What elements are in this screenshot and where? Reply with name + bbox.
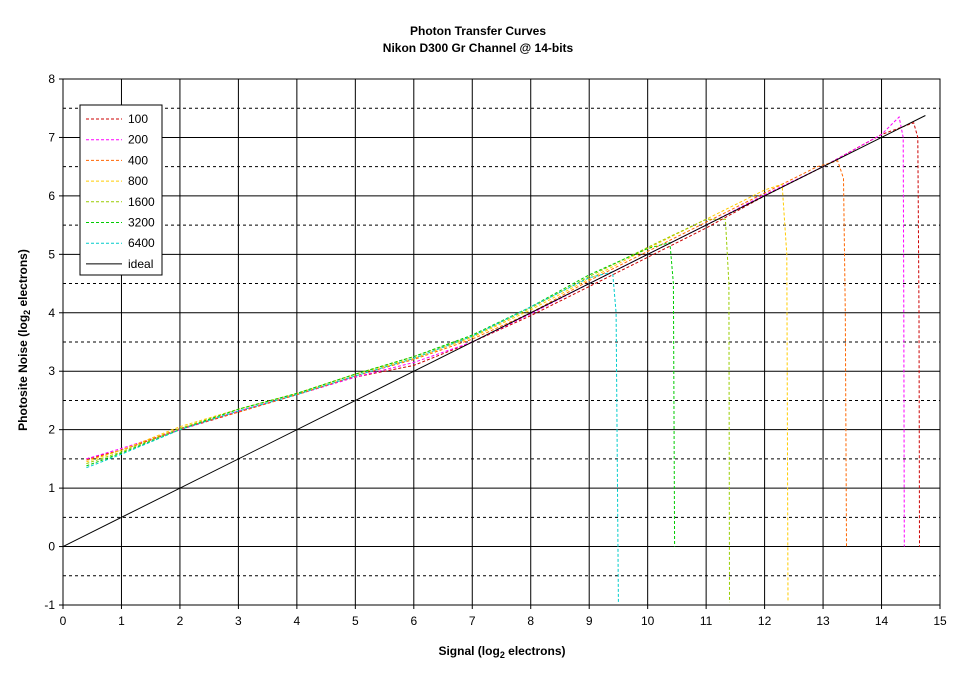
series-line-ideal <box>62 115 926 548</box>
y-tick-label: 6 <box>48 189 55 203</box>
y-tick-label: 5 <box>48 247 55 261</box>
x-axis-title: Signal (log2 electrons) <box>438 644 565 660</box>
series-line-200 <box>86 115 905 547</box>
series-line-800 <box>86 183 789 603</box>
series-layer <box>62 115 926 603</box>
x-tick-label: 14 <box>875 614 889 628</box>
legend-label: 800 <box>128 174 148 188</box>
chart-subtitle: Nikon D300 Gr Channel @ 14-bits <box>383 41 574 55</box>
x-tick-label: 6 <box>410 614 417 628</box>
y-tick-label: 4 <box>48 306 55 320</box>
legend-items: 100 200 400 800 1600 3200 6400 ideal <box>86 112 155 271</box>
legend: 100 200 400 800 1600 3200 6400 ideal <box>79 104 163 276</box>
y-axis-title: Photosite Noise (log2 electrons) <box>16 249 32 431</box>
legend-label: 200 <box>128 133 148 147</box>
series-line-100 <box>86 122 920 547</box>
y-tick-label: 7 <box>48 130 55 144</box>
x-tick-label: 3 <box>235 614 242 628</box>
x-tick-label: 0 <box>60 614 67 628</box>
legend-box <box>79 104 163 276</box>
y-tick-label: 2 <box>48 423 55 437</box>
x-tick-label: 5 <box>352 614 359 628</box>
x-tick-label: 4 <box>294 614 301 628</box>
chart-title: Photon Transfer Curves <box>410 24 546 38</box>
x-tick-label: 12 <box>758 614 772 628</box>
x-tick-label: 7 <box>469 614 476 628</box>
y-tick-label: 3 <box>48 364 55 378</box>
y-tick-label: -1 <box>44 598 55 612</box>
plot-border <box>62 78 941 606</box>
series-line-1600 <box>86 218 730 603</box>
y-tick-label: 0 <box>48 540 55 554</box>
legend-label: ideal <box>128 257 153 271</box>
x-tick-label: 13 <box>816 614 830 628</box>
x-tick-label: 11 <box>700 614 713 628</box>
legend-label: 100 <box>128 112 148 126</box>
y-tick-label: 8 <box>48 72 55 86</box>
x-tick-label: 10 <box>641 614 655 628</box>
x-tick-label: 15 <box>933 614 947 628</box>
x-tick-label: 2 <box>177 614 184 628</box>
legend-label: 6400 <box>128 236 155 250</box>
legend-label: 400 <box>128 153 148 167</box>
legend-label: 3200 <box>128 216 155 230</box>
grid-layer <box>62 78 941 606</box>
x-tick-label: 8 <box>527 614 534 628</box>
x-tick-label: 1 <box>118 614 125 628</box>
y-tick-label: 1 <box>48 481 55 495</box>
x-tick-label: 9 <box>586 614 593 628</box>
legend-label: 1600 <box>128 195 155 209</box>
series-line-400 <box>86 160 847 547</box>
